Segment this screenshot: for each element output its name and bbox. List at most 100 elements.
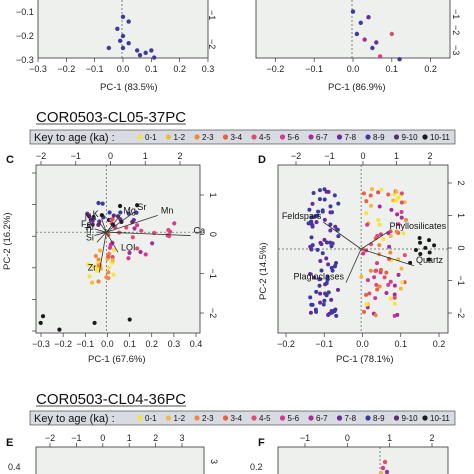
panel-c-xtick-label: −0.3 [32,339,50,349]
age-key-1-label-3: 3-4 [231,133,243,142]
panel-d-xtick-label: 0.0 [356,339,369,349]
panel-d-point [314,289,319,294]
panel-f-point [378,470,384,474]
panel-a-ytick-2: −0.2 [16,31,34,41]
panel-b-xtick-label: −0.1 [305,64,323,74]
panel-d-point [336,234,341,239]
panel-c-point [91,215,96,220]
age-key-1-dot-6 [308,134,314,140]
panel-d-point [309,215,314,220]
panel-d-point [375,287,380,292]
panel-d-point [322,187,327,192]
panel-d-point [307,207,312,212]
panel-c-point [99,213,104,218]
panel-c-point [96,200,101,206]
panel-d-point [317,197,322,202]
panel-a-point [120,45,126,51]
age-key-1-dot-8 [365,134,371,140]
age-key-1-dot-5 [279,134,286,140]
panel-c-point [109,217,114,222]
panel-d-point [329,297,334,302]
age-key-2-label-1: 1-2 [174,414,186,423]
panel-d-point [373,268,378,273]
panel-b-point [358,20,363,25]
panel-d-point [326,290,331,295]
panel-c-point [110,258,115,263]
age-key-1-label-5: 5-6 [288,133,300,142]
panel-d-point [334,313,339,318]
panel-c-xlabel: PC-1 (67.6%) [88,354,146,365]
panel-d-point [336,287,341,292]
age-key-1-label-4: 4-5 [259,133,271,142]
age-key-2-box [29,410,456,426]
panel-c-vector-k [101,218,107,233]
panel-c-point [86,262,91,267]
panel-b-point [397,57,402,62]
panel-c-xtick-label: 0.0 [101,339,114,349]
panel-e-toptick-label: 1 [127,433,132,443]
panel-d-point [392,292,397,297]
age-key-2-title: Key to age (ka) : [34,413,115,425]
panel-d-vector-plagioclases [345,248,362,283]
section-title-2: COR0503-CL04-36PC [36,391,186,408]
panel-a-ytick-1: −0.1 [16,7,34,17]
panel-d-point [426,257,431,262]
panel-c-point [107,210,112,215]
panel-a-x-ticks: −0.3 −0.2 −0.1 0.0 0.1 0.2 0.3 [29,58,214,74]
panel-a-xtick-label: −0.1 [86,64,104,74]
panel-b-point [370,45,375,51]
panel-c-toptick-label: −1 [71,151,81,161]
panel-c-point [172,221,177,226]
panel-f: −1 0 1 2 F 0.2 [250,433,449,474]
panel-c-point [124,225,129,230]
panel-d-point [388,279,393,284]
panel-d-point [417,235,422,240]
age-key-2-dot-10 [422,415,428,421]
panel-a-point [106,45,112,51]
panel-e-toptick-label: −1 [71,433,81,443]
panel-f-label: F [258,437,265,449]
panel-d-point [317,277,322,282]
panel-c-vector-label-al: Al [86,222,94,232]
panel-d-points [306,187,437,318]
panel-c-vector-si [96,231,107,243]
panel-d-point [389,207,394,212]
panel-d-toptick-label: 0 [360,151,365,161]
age-key-1-dot-9 [393,134,400,140]
age-key-2-label-6: 6-7 [316,414,328,423]
panel-c-vector-zr [98,232,107,273]
age-key-1-label-7: 7-8 [345,133,357,142]
panel-d-point [317,188,322,193]
panel-c-ylabel: PC-2 (16.2%) [2,212,13,270]
age-key-2-dot-8 [365,415,371,421]
panel-d-righttick-label: −2 [456,308,466,318]
panel-c-top-ticks: −2 −1 0 1 2 [36,151,183,165]
panel-c-point [111,247,117,253]
panel-d-point [324,240,329,245]
panel-d-point [308,244,313,249]
panel-d-toptick-label: 2 [427,151,432,161]
panel-c-point [138,249,143,255]
panel-d-point [316,209,321,214]
panel-c-xtick-label: 0.3 [168,339,181,349]
panel-d-point [324,281,329,286]
panel-d-x-ticks: −0.2 −0.1 0.0 0.1 0.2 [277,333,445,349]
panel-d-xtick-label: −0.2 [277,339,295,349]
panel-c-point [106,265,111,270]
panel-c-toptick-label: 0 [108,151,113,161]
age-key-2-label-5: 5-6 [288,414,300,423]
panel-c-label: C [6,154,14,166]
panel-d-point [394,189,399,194]
panel-c-point [118,210,123,215]
panel-c-xtick-label: 0.4 [190,339,203,349]
panel-f-toptick-label: −1 [300,433,310,443]
panel-d-point [377,284,382,289]
panel-d-point [418,240,423,245]
panel-c-vector-mn [106,215,158,233]
panel-c-point [127,250,132,255]
panel-d-point [315,247,320,252]
panel-c-point [40,314,46,319]
panel-c-point [90,280,95,285]
